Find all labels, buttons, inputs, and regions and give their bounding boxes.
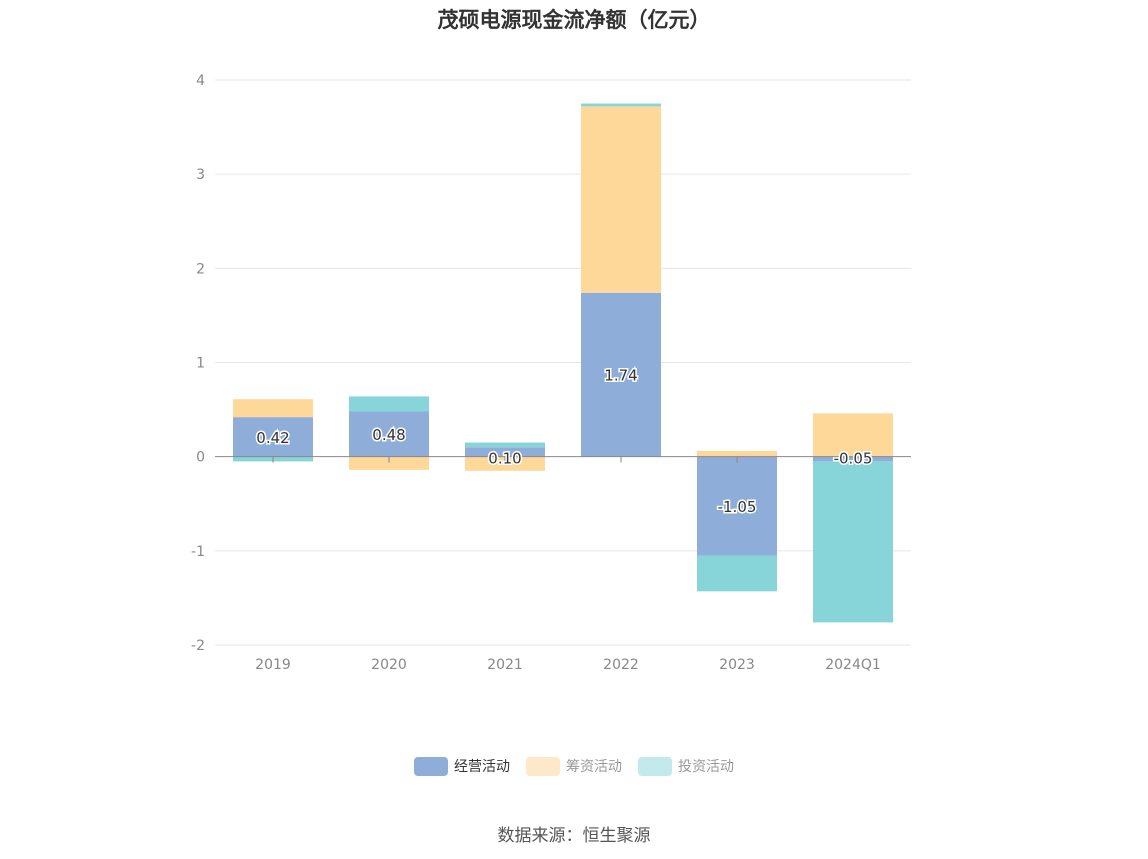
data-label-operating: 0.10 — [488, 450, 521, 468]
y-tick-label: 0 — [196, 450, 205, 466]
legend-label-investing: 投资活动 — [678, 759, 734, 775]
x-tick-label: 2024Q1 — [825, 657, 881, 673]
bar-financing-2021 — [465, 456, 545, 471]
bar-investing-2021 — [465, 442, 545, 448]
bar-operating-2021 — [465, 447, 545, 457]
data-label-operating: -0.05 — [834, 450, 873, 468]
data-label-operating: 1.74 — [604, 367, 637, 385]
y-tick-label: 1 — [196, 356, 205, 372]
legend-label-financing: 筹资活动 — [566, 759, 622, 775]
x-tick-label: 2022 — [603, 657, 639, 673]
bar-financing-2020 — [349, 456, 429, 470]
bar-financing-2022 — [581, 106, 661, 293]
y-tick-label: 3 — [196, 167, 205, 183]
bar-investing-2022 — [581, 103, 661, 107]
data-source: 数据来源：恒生聚源 — [497, 826, 651, 846]
bar-investing-2020 — [349, 396, 429, 412]
legend-item-operating[interactable]: 经营活动 — [414, 756, 510, 776]
data-label-operating: 0.48 — [372, 426, 405, 444]
bar-operating-2020 — [349, 411, 429, 457]
chart-title: 茂硕电源现金流净额（亿元） — [437, 8, 711, 32]
bar-investing-2024Q1 — [813, 461, 893, 623]
bar-operating-2019 — [233, 417, 313, 457]
legend-label-operating: 经营活动 — [454, 759, 510, 775]
data-label-operating: -1.05 — [718, 498, 757, 516]
x-tick-label: 2020 — [371, 657, 407, 673]
x-tick-label: 2021 — [487, 657, 523, 673]
y-tick-label: 2 — [196, 261, 205, 277]
legend-swatch-operating — [414, 756, 448, 776]
bar-operating-2022 — [581, 292, 661, 457]
x-tick-label: 2023 — [719, 657, 755, 673]
bar-operating-2023 — [697, 456, 777, 556]
x-tick-label: 2019 — [255, 657, 291, 673]
data-label-operating: 0.42 — [256, 429, 289, 447]
legend-swatch-financing — [526, 756, 560, 776]
bar-financing-2024Q1 — [813, 413, 893, 457]
legend-item-investing[interactable]: 投资活动 — [638, 756, 734, 776]
bar-financing-2019 — [233, 399, 313, 418]
bar-investing-2023 — [697, 555, 777, 592]
bar-financing-2023 — [697, 451, 777, 457]
y-tick-label: 4 — [196, 73, 205, 89]
legend-swatch-investing — [638, 756, 672, 776]
y-tick-label: -1 — [191, 544, 205, 560]
legend: 经营活动 筹资活动 投资活动 — [0, 756, 1148, 776]
legend-item-financing[interactable]: 筹资活动 — [526, 756, 622, 776]
y-tick-label: -2 — [191, 638, 205, 654]
